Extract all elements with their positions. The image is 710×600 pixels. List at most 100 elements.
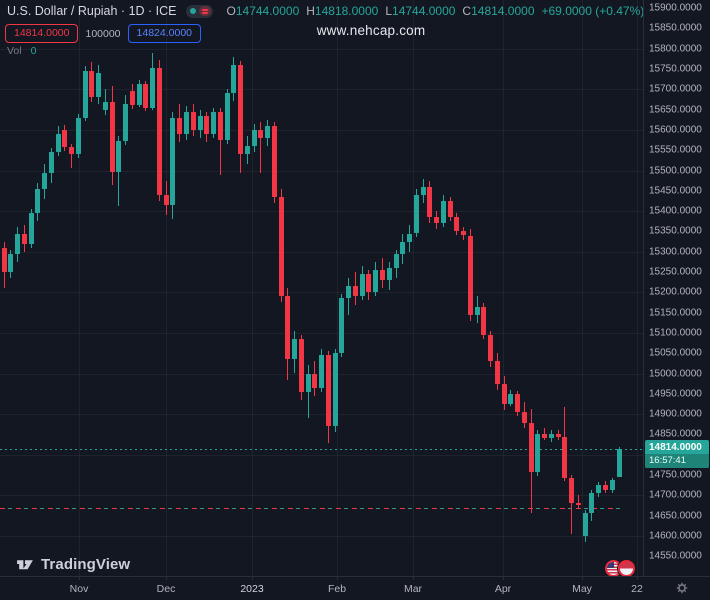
candle-body xyxy=(461,231,466,236)
sell-button[interactable]: 14814.0000 xyxy=(5,24,79,43)
candle-wick xyxy=(571,475,573,534)
time-axis-tick xyxy=(79,577,80,580)
market-status-icon[interactable] xyxy=(185,4,213,18)
idr-flag-icon xyxy=(618,560,635,577)
candle-body xyxy=(238,65,243,155)
candle-body xyxy=(386,268,392,281)
market-open-dot-icon xyxy=(189,8,196,14)
gridline-h xyxy=(0,89,644,91)
candle-body xyxy=(35,188,41,214)
candle-body xyxy=(352,286,358,297)
candle-body xyxy=(366,274,372,293)
candle-body xyxy=(413,194,419,234)
candle-body xyxy=(28,213,34,244)
change-readout: +69.0000 (+0.47%) xyxy=(541,4,645,18)
price-axis-label: 15000.0000 xyxy=(649,368,702,379)
volume-legend: Vol 0 xyxy=(7,45,36,57)
candle-body xyxy=(447,201,453,218)
candle-body xyxy=(596,484,602,493)
candle-wick xyxy=(71,144,73,169)
gridline-v xyxy=(637,0,638,577)
volume-label: Vol xyxy=(7,45,22,57)
candle-body xyxy=(150,68,156,108)
candle-body xyxy=(481,306,487,335)
candle-body xyxy=(467,235,473,315)
price-axis-label: 15150.0000 xyxy=(649,307,702,319)
candle-body xyxy=(116,141,122,172)
chart-pane[interactable]: www.nehcap.com U.S. Dollar / Rupiah · 1D… xyxy=(0,0,644,577)
gridline-h xyxy=(0,170,644,172)
candle-body xyxy=(292,339,298,360)
gridline-v xyxy=(337,0,338,577)
time-axis[interactable]: Nov Dec 2023 Feb Mar Apr May 22 xyxy=(0,576,710,600)
candle-body xyxy=(616,449,622,478)
candle-wick xyxy=(219,107,221,175)
candle-body xyxy=(569,478,575,503)
candle-body xyxy=(163,194,169,205)
price-axis-label: 14550.0000 xyxy=(649,550,702,562)
price-axis-label: 15500.0000 xyxy=(649,165,702,176)
candle-body xyxy=(501,383,507,404)
candle-body xyxy=(96,73,102,97)
time-axis-label: Feb xyxy=(327,583,347,595)
gridline-h xyxy=(0,292,644,294)
gridline-h xyxy=(0,535,644,537)
candle-body xyxy=(312,373,318,388)
price-axis-label: 15750.0000 xyxy=(649,63,702,75)
gridline-v xyxy=(166,0,167,577)
trade-widget: 14814.0000 100000 14824.0000 xyxy=(5,24,202,43)
candle-body xyxy=(48,152,54,173)
time-axis-label: Nov xyxy=(69,583,89,595)
candle-body xyxy=(521,412,527,424)
candle-body xyxy=(251,129,257,147)
candle-body xyxy=(589,492,595,514)
candle-body xyxy=(102,102,108,110)
price-axis[interactable]: 15900.0000 15850.0000 15800.0000 15750.0000… xyxy=(643,0,710,577)
buy-button[interactable]: 14824.0000 xyxy=(127,24,202,43)
bar-countdown: 16:57:41 xyxy=(645,454,709,468)
candle-body xyxy=(278,196,284,297)
candle-body xyxy=(231,65,237,94)
current-price-value: 14814.0000 xyxy=(649,442,702,453)
quantity-value[interactable]: 100000 xyxy=(85,27,121,40)
time-axis-tick xyxy=(503,577,504,580)
candle-body xyxy=(62,129,68,147)
gear-icon[interactable] xyxy=(676,582,688,594)
candle-body xyxy=(488,335,494,362)
price-axis-label: 15900.0000 xyxy=(649,2,702,14)
time-axis-label: 2023 xyxy=(240,583,264,595)
time-axis-tick xyxy=(582,577,583,580)
candle-body xyxy=(582,513,588,536)
candle-wick xyxy=(104,88,106,115)
gridline-h xyxy=(0,495,644,497)
gridline-h xyxy=(0,129,644,131)
candle-body xyxy=(123,103,129,142)
candle-body xyxy=(440,201,446,224)
gridline-h xyxy=(0,251,644,253)
candle-body xyxy=(285,296,291,360)
candle-body xyxy=(109,102,115,172)
candle-body xyxy=(575,502,581,506)
symbol-title[interactable]: U.S. Dollar / Rupiah · 1D · ICE xyxy=(7,4,177,18)
time-axis-tick xyxy=(413,577,414,580)
candle-wick xyxy=(260,121,262,173)
chart-legend: U.S. Dollar / Rupiah · 1D · ICE O14744.0… xyxy=(7,4,644,18)
tradingview-logo[interactable]: TradingView xyxy=(16,556,130,573)
price-axis-label: 15250.0000 xyxy=(649,266,702,278)
current-price-badge: 14814.0000 16:57:41 xyxy=(645,440,709,468)
candle-body xyxy=(8,253,14,273)
time-axis-tick xyxy=(637,577,638,580)
candle-body xyxy=(190,111,196,130)
time-axis-label: May xyxy=(572,583,592,595)
candle-body xyxy=(359,274,365,297)
candle-body xyxy=(82,71,88,118)
time-axis-label: Mar xyxy=(403,583,423,595)
price-axis-label: 15450.0000 xyxy=(649,185,702,197)
candle-body xyxy=(319,355,325,388)
candle-body xyxy=(211,111,216,134)
candle-body xyxy=(177,117,183,134)
gridline-v xyxy=(79,0,80,577)
candle-body xyxy=(379,270,385,281)
alert-price-line xyxy=(0,507,622,509)
